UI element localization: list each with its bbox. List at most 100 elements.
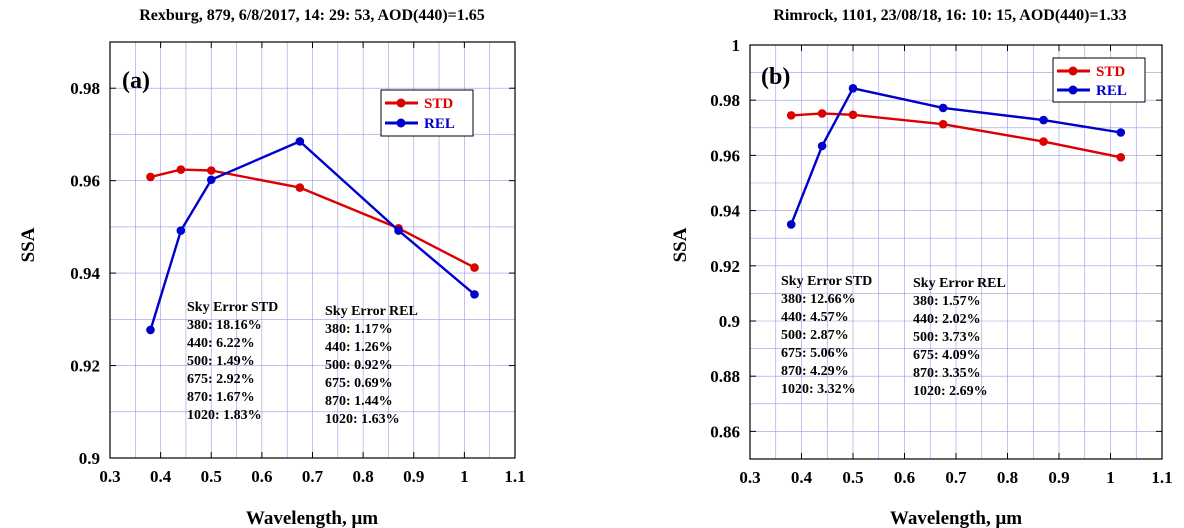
annotation-line: 1020: 1.63%: [325, 412, 400, 427]
plot-area: 0.3 0.4 0.5 0.6 0.7 0.8 0.9 1 1.1 0.86 0.88 0.9 0.92…: [710, 36, 1172, 487]
y-tick-label: 0.94: [70, 264, 100, 283]
series-line-std: [150, 168, 476, 269]
annotation-line: 440: 4.57%: [781, 310, 849, 325]
annotation-line: 675: 5.06%: [781, 346, 849, 361]
chart-panel-b: 0.3 0.4 0.5 0.6 0.7 0.8 0.9 1 1.1 0.86 0.88 0.9 0.92…: [670, 7, 1173, 528]
x-tick-label: 0.7: [945, 468, 967, 487]
annotation-line: 500: 2.87%: [781, 328, 849, 343]
annotation-line: 380: 1.57%: [913, 294, 981, 309]
data-point-rel: [176, 226, 186, 235]
annotation-line: 675: 0.69%: [325, 376, 393, 391]
y-axis-label: SSA: [18, 227, 39, 262]
panel-label: (b): [761, 64, 790, 90]
y-tick-label: 0.92: [70, 357, 100, 376]
legend: STD REL: [380, 89, 474, 137]
x-tick-label: 0.5: [842, 468, 863, 487]
annotation-line: 380: 12.66%: [781, 292, 856, 307]
legend-label-rel: REL: [424, 116, 455, 132]
legend-marker-rel: [1068, 85, 1078, 95]
series-line-rel: [790, 87, 1121, 225]
y-tick-label: 0.94: [710, 202, 740, 221]
data-point-rel: [786, 220, 796, 229]
legend-marker-rel: [396, 118, 406, 128]
data-point-std: [176, 165, 186, 174]
data-point-rel: [206, 175, 216, 185]
data-point-std: [146, 172, 155, 182]
y-tick-label: 0.88: [710, 367, 740, 386]
y-tick-label: 0.96: [710, 146, 740, 165]
annotation-title: Sky Error STD: [781, 274, 872, 289]
annotation-line: 440: 2.02%: [913, 312, 981, 327]
y-tick-label: 1: [732, 36, 741, 55]
annotation-title: Sky Error REL: [913, 276, 1006, 291]
annotation-line: 500: 1.49%: [187, 354, 255, 369]
annotation-title: Sky Error REL: [325, 304, 418, 319]
x-axis-label: Wavelength, μm: [890, 508, 1022, 528]
series-line-rel: [149, 140, 476, 331]
annotation-line: 440: 1.26%: [325, 340, 393, 355]
y-tick-label: 0.98: [710, 91, 740, 110]
x-tick-label: 0.8: [997, 468, 1018, 487]
annotation-line: 870: 3.35%: [913, 366, 981, 381]
sky-error-std-annotation: Sky Error STD 380: 18.16% 440: 6.22% 500…: [187, 300, 278, 423]
data-point-std: [938, 119, 948, 129]
annotation-line: 1020: 2.69%: [913, 384, 988, 399]
x-tick-label: 0.4: [150, 467, 172, 486]
y-tick-label: 0.9: [719, 312, 740, 331]
data-point-rel: [146, 325, 155, 335]
data-point-rel: [817, 141, 827, 151]
data-point-std: [786, 111, 796, 120]
data-point-std: [1039, 137, 1048, 146]
data-point-rel: [295, 137, 305, 146]
sky-error-rel-annotation: Sky Error REL 380: 1.57% 440: 2.02% 500:…: [913, 276, 1006, 399]
annotation-line: 380: 18.16%: [187, 318, 262, 333]
annotation-line: 675: 4.09%: [913, 348, 981, 363]
y-tick-label: 0.98: [70, 79, 100, 98]
sky-error-rel-annotation: Sky Error REL 380: 1.17% 440: 1.26% 500:…: [325, 304, 418, 427]
x-tick-label: 1.1: [1151, 468, 1172, 487]
x-tick-label: 0.5: [201, 467, 222, 486]
annotation-line: 500: 0.92%: [325, 358, 393, 373]
series-line-std: [791, 112, 1122, 159]
x-tick-label: 0.7: [302, 467, 324, 486]
x-tick-label: 1.1: [504, 467, 525, 486]
data-point-std: [470, 263, 479, 272]
x-tick-label: 0.3: [99, 467, 120, 486]
x-tick-label: 0.6: [894, 468, 915, 487]
chart-title: Rimrock, 1101, 23/08/18, 16: 10: 15, AOD…: [773, 7, 1126, 24]
legend-box: [380, 89, 474, 137]
annotation-line: 870: 4.29%: [781, 364, 849, 379]
annotation-line: 500: 3.73%: [913, 330, 981, 345]
data-point-rel: [394, 226, 403, 235]
annotation-line: 1020: 3.32%: [781, 382, 856, 397]
data-point-rel: [938, 103, 948, 113]
x-tick-label: 0.4: [791, 468, 813, 487]
data-point-std: [1116, 153, 1126, 162]
data-point-rel: [470, 290, 479, 299]
data-point-std: [848, 110, 858, 120]
data-point-rel: [848, 84, 858, 93]
y-tick-label: 0.9: [79, 449, 100, 468]
data-point-std: [206, 166, 216, 175]
annotation-line: 675: 2.92%: [187, 372, 255, 387]
annotation-line: 870: 1.44%: [325, 394, 393, 409]
legend: STD REL: [1052, 57, 1146, 103]
y-tick-label: 0.86: [710, 422, 740, 441]
legend-label-rel: REL: [1096, 83, 1127, 99]
x-tick-label: 1: [1106, 468, 1115, 487]
chart-title: Rexburg, 879, 6/8/2017, 14: 29: 53, AOD(…: [139, 7, 485, 24]
x-tick-label: 0.8: [353, 467, 374, 486]
x-axis-label: Wavelength, μm: [246, 508, 378, 528]
annotation-line: 1020: 1.83%: [187, 408, 262, 423]
panel-label: (a): [122, 68, 150, 94]
x-tick-label: 0.9: [1048, 468, 1069, 487]
sky-error-std-annotation: Sky Error STD 380: 12.66% 440: 4.57% 500…: [781, 274, 872, 397]
x-tick-label: 0.6: [251, 467, 272, 486]
data-point-std: [295, 183, 305, 192]
x-tick-label: 0.9: [403, 467, 424, 486]
data-point-std: [817, 109, 827, 118]
y-axis-label: SSA: [670, 227, 691, 262]
x-tick-label: 0.3: [739, 468, 760, 487]
y-tick-label: 0.92: [710, 257, 740, 276]
